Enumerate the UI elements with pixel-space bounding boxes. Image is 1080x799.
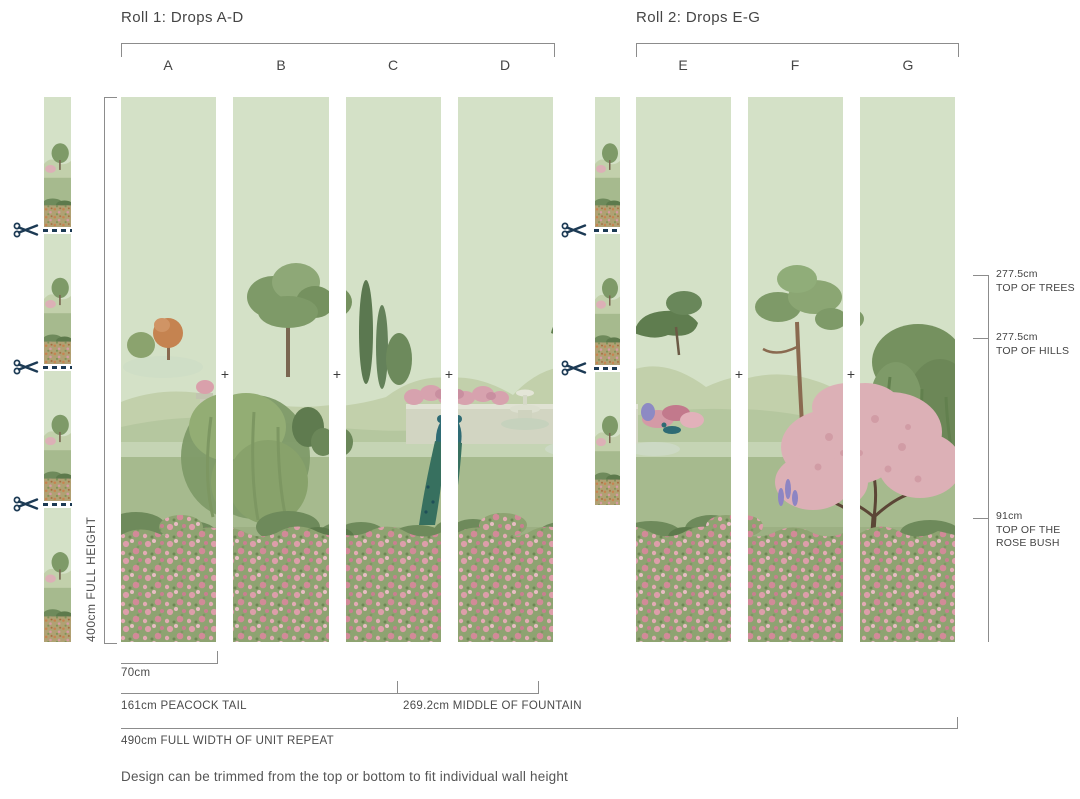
measure-line-490cm <box>121 717 958 729</box>
annotation-top-of-hills: 277.5cm TOP OF HILLS <box>996 331 1080 358</box>
scissors-icon <box>13 359 39 375</box>
full-height-label: 400cm FULL HEIGHT <box>84 516 98 642</box>
join-plus-mark: + <box>332 366 342 382</box>
join-plus-mark: + <box>220 366 230 382</box>
drop-panel-a <box>121 97 216 642</box>
measure-label-70cm: 70cm <box>121 667 151 679</box>
measure-line-161cm <box>121 681 398 694</box>
drop-panel-b <box>233 97 329 642</box>
measure-label-269cm: 269.2cm MIDDLE OF FOUNTAIN <box>403 700 582 712</box>
middle-repeat-strip <box>595 97 620 505</box>
drop-panel-g <box>860 97 956 642</box>
full-height-bracket <box>104 97 117 644</box>
scissors-icon <box>561 222 587 238</box>
tick-top-of-hills <box>973 338 989 339</box>
tick-top-of-rose-bush <box>973 518 989 519</box>
roll1-span-bracket <box>121 43 555 57</box>
annotation-label: TOP OF THE <box>996 523 1061 536</box>
tick-top-of-trees <box>973 275 989 276</box>
measure-line-70cm <box>121 651 218 664</box>
scissors-icon <box>561 360 587 376</box>
drop-letter-a: A <box>163 57 173 73</box>
right-annotation-line <box>988 275 989 642</box>
drop-panel-c <box>346 97 441 642</box>
annotation-value: 91cm <box>996 510 1023 522</box>
roll2-title: Roll 2: Drops E-G <box>636 9 761 26</box>
cut-line <box>43 227 72 234</box>
cut-line <box>43 501 72 508</box>
annotation-label: TOP OF TREES <box>996 281 1075 294</box>
cut-line <box>594 227 621 234</box>
annotation-label: TOP OF HILLS <box>996 344 1070 357</box>
measure-line-269cm <box>397 681 539 694</box>
scissors-icon <box>13 222 39 238</box>
drop-letter-f: F <box>790 57 800 73</box>
drop-panel-e <box>636 97 731 642</box>
scissors-icon <box>13 496 39 512</box>
trim-footnote: Design can be trimmed from the top or bo… <box>121 769 569 784</box>
measure-label-161cm: 161cm PEACOCK TAIL <box>121 700 247 712</box>
roll1-title: Roll 1: Drops A-D <box>121 9 244 26</box>
join-plus-mark: + <box>734 366 744 382</box>
annotation-value: 277.5cm <box>996 331 1038 343</box>
drop-letter-b: B <box>276 57 286 73</box>
cut-line <box>594 365 621 372</box>
annotation-top-of-rose-bush: 91cm TOP OF THE ROSE BUSH <box>996 510 1080 551</box>
drop-letter-d: D <box>499 57 511 73</box>
roll2-span-bracket <box>636 43 959 57</box>
annotation-label: ROSE BUSH <box>996 537 1060 549</box>
drop-panel-f <box>748 97 843 642</box>
drop-panel-d <box>458 97 553 642</box>
measure-label-490cm: 490cm FULL WIDTH OF UNIT REPEAT <box>121 735 334 747</box>
drop-letter-e: E <box>678 57 688 73</box>
drop-letter-c: C <box>387 57 399 73</box>
annotation-value: 277.5cm <box>996 268 1038 280</box>
join-plus-mark: + <box>846 366 856 382</box>
annotation-top-of-trees: 277.5cm TOP OF TREES <box>996 268 1080 295</box>
drop-letter-g: G <box>902 57 914 73</box>
join-plus-mark: + <box>444 366 454 382</box>
cut-line <box>43 364 72 371</box>
